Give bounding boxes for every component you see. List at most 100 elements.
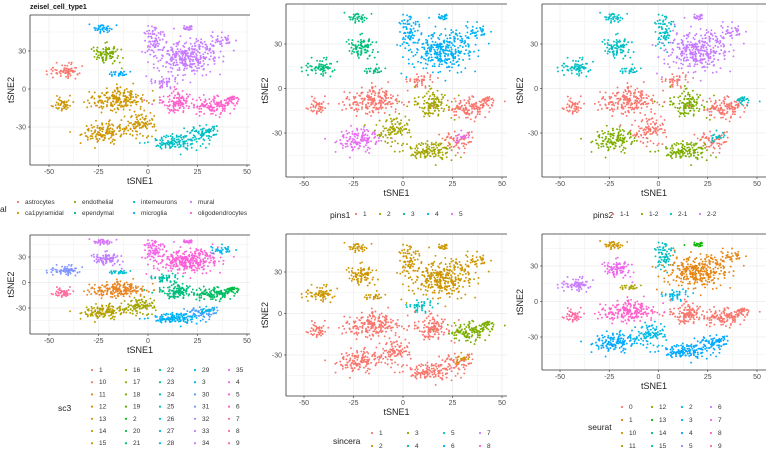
point-1-1 [644, 128, 647, 131]
point-mural [193, 42, 196, 45]
point-1-2 [623, 141, 626, 144]
point-1 [426, 72, 429, 74]
point-1-2 [613, 132, 615, 135]
point-4 [456, 60, 459, 63]
point-interneurons [168, 143, 171, 146]
point-1 [452, 138, 454, 141]
point-1 [479, 110, 481, 113]
point-1-1 [629, 94, 632, 97]
point-1 [320, 111, 323, 114]
legend: alastrocytesca1pyramidalendothelialepend… [0, 199, 248, 217]
point-1-1 [621, 105, 624, 108]
point-1 [367, 101, 369, 104]
point-2-2 [700, 17, 703, 20]
point-3 [368, 38, 371, 41]
point-3 [366, 57, 369, 60]
point-2-1 [661, 28, 664, 31]
point-2-1 [606, 52, 609, 55]
point-1 [455, 114, 458, 117]
point-ca1pyramidal [63, 107, 65, 110]
point-4 [451, 63, 454, 65]
point-1-1 [642, 142, 645, 144]
point-1-1 [723, 113, 726, 116]
point-4 [457, 46, 460, 49]
point-oligodendrocytes [181, 89, 184, 92]
point-1-2 [619, 139, 622, 142]
point-5 [356, 143, 359, 146]
point-ca1pyramidal [113, 97, 116, 100]
point-ca1pyramidal [147, 135, 150, 137]
point-1-1 [658, 128, 661, 131]
point-4 [443, 41, 446, 44]
point-1-1 [640, 120, 643, 123]
point-ca1pyramidal [98, 137, 101, 140]
point-2-2 [712, 54, 715, 57]
point-5 [351, 149, 354, 152]
point-1-1 [731, 108, 734, 111]
point-1 [471, 107, 474, 110]
point-mural [178, 50, 181, 53]
point-4 [447, 54, 449, 57]
point-ca1pyramidal [108, 130, 111, 133]
point-4 [452, 54, 455, 57]
point-2 [432, 91, 434, 94]
point-2-2 [684, 48, 687, 51]
point-1 [377, 95, 380, 98]
point-ca1pyramidal [119, 127, 121, 130]
point-mural [183, 58, 186, 61]
point-ca1pyramidal [118, 93, 121, 96]
x-tick-label: -50 [299, 181, 309, 188]
point-ca1pyramidal [93, 125, 96, 128]
point-1-1 [646, 120, 649, 123]
point-mural [184, 57, 186, 60]
point-2-2 [680, 58, 683, 61]
point-1-2 [600, 142, 603, 145]
point-oligodendrocytes [167, 95, 169, 98]
legend-label: endothelial [82, 199, 114, 206]
point-2-2 [719, 41, 722, 44]
point-2-2 [721, 20, 724, 23]
point-2-2 [708, 37, 711, 40]
point-2 [439, 156, 442, 159]
point-4 [429, 50, 432, 53]
point-ca1pyramidal [104, 134, 106, 137]
point-1 [468, 101, 471, 103]
point-1-2 [678, 102, 681, 105]
point-1 [484, 116, 487, 119]
point-1 [358, 94, 361, 97]
point-1 [489, 106, 491, 109]
point-5 [349, 135, 352, 138]
point-1-1 [640, 134, 643, 137]
point-2-1 [611, 47, 614, 50]
point-mural [209, 70, 212, 73]
point-5 [364, 150, 367, 153]
point-2-2 [680, 67, 683, 70]
point-1-1 [637, 90, 640, 93]
point-1 [313, 109, 315, 112]
point-1 [375, 106, 378, 109]
point-5 [468, 134, 471, 137]
point-2-2 [672, 41, 675, 44]
point-2-2 [706, 63, 709, 65]
point-4 [474, 34, 477, 37]
point-1 [420, 82, 423, 85]
point-2-1 [621, 17, 624, 20]
point-ca1pyramidal [58, 106, 60, 109]
point-2-1 [574, 63, 577, 66]
point-1 [372, 89, 375, 92]
point-2-2 [709, 48, 712, 51]
point-oligodendrocytes [213, 97, 216, 100]
point-ca1pyramidal [151, 118, 154, 121]
point-mural [188, 26, 191, 29]
point-1 [373, 99, 376, 101]
point-2 [413, 151, 416, 154]
point-interneurons [184, 135, 187, 137]
point-2-1 [662, 20, 664, 23]
point-4 [420, 55, 423, 58]
point-1-1 [568, 105, 571, 108]
point-1-2 [633, 139, 636, 142]
point-1-2 [618, 128, 621, 131]
point-mural [157, 60, 160, 63]
point-3 [348, 16, 351, 18]
point-astrocytes [70, 61, 73, 64]
